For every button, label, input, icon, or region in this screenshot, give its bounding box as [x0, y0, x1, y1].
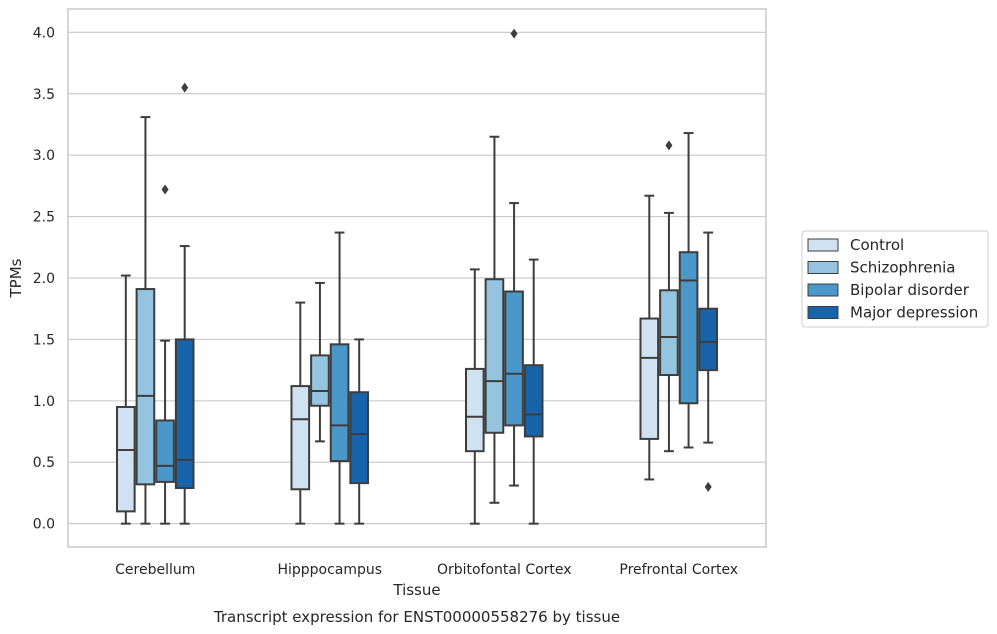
legend: Control Schizophrenia Bipolar disorder Majo…: [801, 230, 989, 328]
box-bipolar-disorder: [329, 231, 350, 525]
y-tick-label: 3.5: [33, 87, 55, 103]
box-schizophrenia: [659, 140, 679, 453]
box-major-depression: [523, 258, 544, 525]
legend-label: Schizophrenia: [850, 259, 955, 277]
iqr-box: [155, 419, 175, 483]
x-tick-label: Hipppocampus: [277, 562, 382, 578]
outlier-point: [181, 82, 189, 93]
iqr-box: [678, 251, 699, 405]
iqr-box: [659, 289, 679, 377]
box-control: [639, 194, 660, 481]
box-bipolar-disorder: [155, 184, 175, 525]
outlier-point: [665, 140, 673, 151]
iqr-box: [329, 343, 350, 463]
iqr-box: [484, 278, 505, 434]
y-tick-label: 1.0: [33, 394, 55, 410]
iqr-box: [310, 354, 330, 407]
box-schizophrenia: [484, 135, 505, 504]
outlier-point: [510, 28, 518, 39]
y-tick-label: 0.5: [33, 455, 55, 471]
box-plots: [115, 28, 719, 525]
y-tick-label: 1.5: [33, 332, 55, 348]
box-major-depression: [698, 231, 719, 492]
box-bipolar-disorder: [504, 28, 524, 487]
iqr-box: [349, 391, 370, 485]
box-control: [464, 268, 485, 525]
iqr-box: [464, 367, 485, 453]
iqr-box: [115, 405, 136, 513]
plot-area-frame: [67, 8, 767, 548]
iqr-box: [504, 290, 524, 427]
legend-item: Bipolar disorder: [807, 281, 970, 299]
iqr-box: [698, 307, 719, 372]
y-tick-label: 2.0: [33, 271, 55, 287]
legend-label: Bipolar disorder: [850, 281, 970, 299]
outlier-point: [704, 481, 712, 492]
iqr-box: [523, 364, 544, 438]
x-tick-label: Cerebellum: [115, 562, 195, 578]
x-tick-label: Prefrontal Cortex: [619, 562, 738, 578]
box-major-depression: [349, 338, 370, 525]
y-tick-label: 2.5: [33, 210, 55, 226]
legend-label: Major depression: [850, 304, 978, 322]
legend-frame: [801, 230, 989, 328]
y-tick-label: 4.0: [33, 25, 55, 41]
chart-caption: Transcript expression for ENST0000055827…: [213, 608, 620, 626]
legend-item: Major depression: [807, 304, 978, 322]
y-tick-label: 3.0: [33, 148, 55, 164]
y-tick-labels: 0.0 0.5 1.0 1.5 2.0 2.5 3.0 3.5 4.0: [33, 25, 55, 532]
box-control: [115, 274, 136, 525]
box-major-depression: [174, 82, 195, 525]
legend-swatch: [807, 238, 839, 252]
outlier-point: [161, 184, 169, 195]
legend-item: Schizophrenia: [807, 259, 955, 277]
box-schizophrenia: [135, 116, 156, 525]
iqr-box: [174, 338, 195, 490]
y-tick-label: 0.0: [33, 517, 55, 533]
x-tick-label: Orbitofontal Cortex: [437, 562, 572, 578]
x-axis-title: Tissue: [392, 581, 440, 599]
y-axis-title: TPMs: [7, 258, 25, 298]
box-schizophrenia: [310, 281, 330, 443]
legend-item: Control: [807, 236, 904, 254]
iqr-box: [290, 385, 311, 491]
iqr-box: [135, 288, 156, 486]
box-bipolar-disorder: [678, 132, 699, 449]
box-control: [290, 301, 311, 525]
legend-label: Control: [850, 236, 904, 254]
legend-swatch: [807, 261, 839, 274]
x-tick-labels: Cerebellum Hipppocampus Orbitofontal Corte…: [115, 562, 738, 578]
iqr-box: [639, 317, 660, 440]
legend-swatch: [807, 283, 839, 297]
legend-swatch: [807, 306, 839, 319]
